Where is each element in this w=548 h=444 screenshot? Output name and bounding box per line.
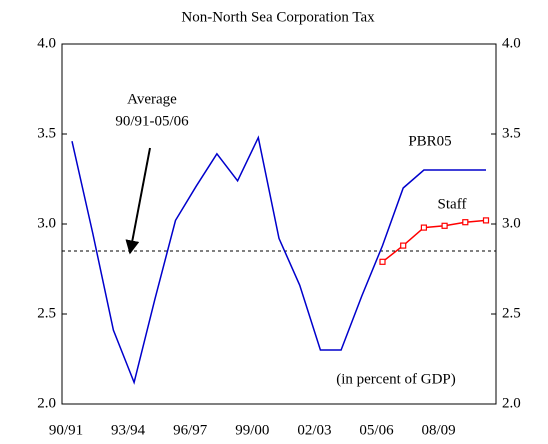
average-arrow bbox=[125, 147, 151, 255]
y2-tick-label: 3.0 bbox=[502, 215, 521, 231]
y2-tick-label: 2.5 bbox=[502, 305, 521, 321]
y2-tick-label: 4.0 bbox=[502, 35, 521, 51]
x-tick-label: 93/94 bbox=[111, 422, 146, 438]
marker bbox=[462, 219, 469, 226]
series-label: PBR05 bbox=[408, 133, 451, 149]
marker bbox=[441, 222, 448, 229]
x-tick-label: 02/03 bbox=[297, 422, 331, 438]
x-tick-label: 08/09 bbox=[422, 422, 456, 438]
y-tick-label: 2.5 bbox=[37, 305, 56, 321]
annotation: 90/91-05/06 bbox=[115, 113, 189, 129]
chart-title: Non-North Sea Corporation Tax bbox=[181, 9, 375, 25]
series-line bbox=[382, 219, 487, 263]
marker bbox=[379, 258, 386, 265]
marker bbox=[420, 224, 427, 231]
series-line bbox=[71, 135, 486, 385]
series-label: Staff bbox=[438, 196, 467, 212]
x-tick-label: 05/06 bbox=[359, 422, 394, 438]
annotation: Average bbox=[127, 91, 177, 107]
y-tick-label: 4.0 bbox=[37, 35, 56, 51]
x-tick-label: 90/91 bbox=[49, 422, 83, 438]
y-tick-label: 2.0 bbox=[37, 395, 56, 411]
y2-tick-label: 2.0 bbox=[502, 395, 521, 411]
y2-tick-label: 3.5 bbox=[502, 125, 521, 141]
unit-note: (in percent of GDP) bbox=[336, 371, 456, 387]
marker bbox=[400, 242, 407, 249]
y-tick-label: 3.0 bbox=[37, 215, 56, 231]
y-tick-label: 3.5 bbox=[37, 125, 56, 141]
x-tick-label: 99/00 bbox=[235, 422, 269, 438]
x-tick-label: 96/97 bbox=[173, 422, 208, 438]
marker bbox=[482, 217, 490, 224]
